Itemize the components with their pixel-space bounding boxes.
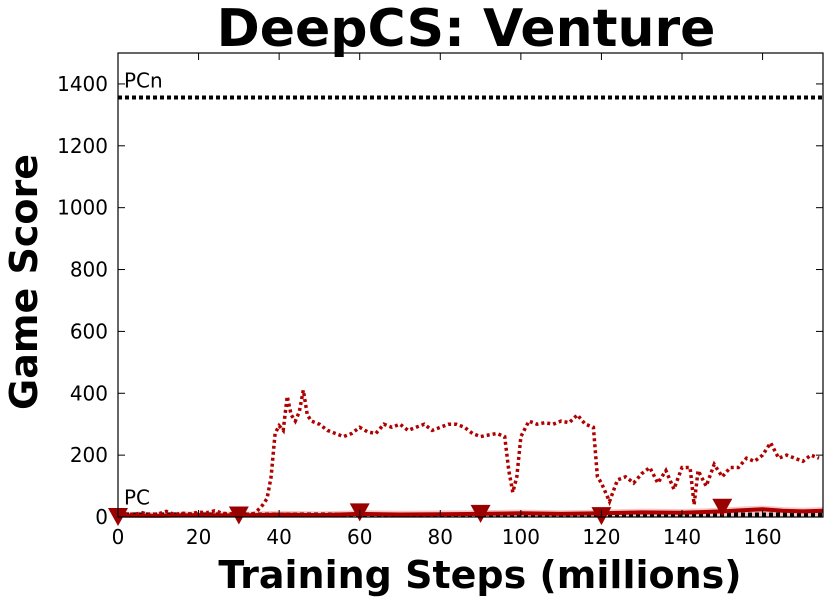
reference-label-pcn: PCn xyxy=(124,69,163,93)
x-tick-label: 140 xyxy=(663,525,701,549)
y-tick-label: 1000 xyxy=(57,196,108,220)
chart-title: DeepCS: Venture xyxy=(217,0,716,59)
y-tick-label: 800 xyxy=(70,258,108,282)
x-tick-label: 40 xyxy=(266,525,291,549)
axis-ticks: 0 20 40 60 80 100 120 140 160 0 200 400 600 800 1000 12… xyxy=(57,53,823,549)
y-tick-label: 1400 xyxy=(57,72,108,96)
x-tick-label: 160 xyxy=(743,525,781,549)
y-tick-label: 1200 xyxy=(57,134,108,158)
x-tick-label: 120 xyxy=(582,525,620,549)
x-axis-label: Training Steps (millions) xyxy=(218,553,741,597)
y-tick-label: 600 xyxy=(70,319,108,343)
series-marker xyxy=(470,504,491,523)
series-marker xyxy=(228,506,249,525)
series-marker xyxy=(712,498,733,517)
y-tick-label: 400 xyxy=(70,381,108,405)
x-tick-label: 100 xyxy=(502,525,540,549)
reference-label-pc: PC xyxy=(124,486,150,510)
series-line-dotted xyxy=(117,389,820,517)
y-tick-label: 200 xyxy=(70,443,108,467)
x-tick-label: 0 xyxy=(112,525,125,549)
x-tick-label: 60 xyxy=(347,525,372,549)
y-tick-label: 0 xyxy=(95,505,108,529)
plot-area: PCn PC xyxy=(108,69,824,526)
y-axis-label: Game Score xyxy=(2,154,46,410)
x-tick-label: 80 xyxy=(428,525,453,549)
x-tick-label: 20 xyxy=(186,525,211,549)
plot-frame xyxy=(117,52,824,518)
